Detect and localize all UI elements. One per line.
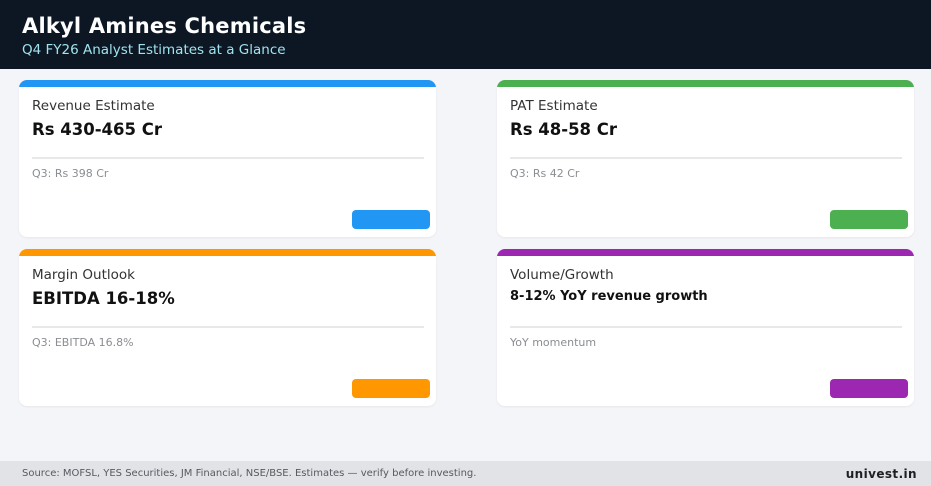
header-banner: Alkyl Amines Chemicals Q4 FY26 Analyst E… <box>0 0 931 69</box>
card-revenue-estimate: Revenue Estimate Rs 430-465 Cr Q3: Rs 39… <box>19 80 436 237</box>
card-note: Q3: Rs 42 Cr <box>510 167 580 180</box>
card-accent-pill <box>352 379 430 398</box>
footer-bar: Source: MOFSL, YES Securities, JM Financ… <box>0 461 931 486</box>
card-note: Q3: EBITDA 16.8% <box>32 336 134 349</box>
card-margin-outlook: Margin Outlook EBITDA 16-18% Q3: EBITDA … <box>19 249 436 406</box>
card-value: EBITDA 16-18% <box>32 289 175 308</box>
card-divider <box>32 326 424 328</box>
footer-source-note: Source: MOFSL, YES Securities, JM Financ… <box>22 468 477 479</box>
card-divider <box>510 326 902 328</box>
card-divider <box>510 157 902 159</box>
card-value: 8-12% YoY revenue growth <box>510 289 708 304</box>
card-accent-bar <box>19 80 436 87</box>
card-value: Rs 430-465 Cr <box>32 120 162 139</box>
card-label: Margin Outlook <box>32 267 135 283</box>
card-accent-pill <box>830 379 908 398</box>
card-pat-estimate: PAT Estimate Rs 48-58 Cr Q3: Rs 42 Cr <box>497 80 914 237</box>
card-note: YoY momentum <box>510 336 597 349</box>
page-title: Alkyl Amines Chemicals <box>22 14 307 38</box>
card-volume-growth: Volume/Growth 8-12% YoY revenue growth Y… <box>497 249 914 406</box>
card-accent-pill <box>830 210 908 229</box>
card-accent-bar <box>497 249 914 256</box>
card-divider <box>32 157 424 159</box>
card-value: Rs 48-58 Cr <box>510 120 618 139</box>
card-note: Q3: Rs 398 Cr <box>32 167 109 180</box>
card-label: Revenue Estimate <box>32 98 155 114</box>
card-accent-pill <box>352 210 430 229</box>
card-label: PAT Estimate <box>510 98 598 114</box>
card-label: Volume/Growth <box>510 267 614 283</box>
brand-link[interactable]: univest.in <box>845 467 917 481</box>
page-subtitle: Q4 FY26 Analyst Estimates at a Glance <box>22 42 286 58</box>
card-accent-bar <box>19 249 436 256</box>
card-accent-bar <box>497 80 914 87</box>
